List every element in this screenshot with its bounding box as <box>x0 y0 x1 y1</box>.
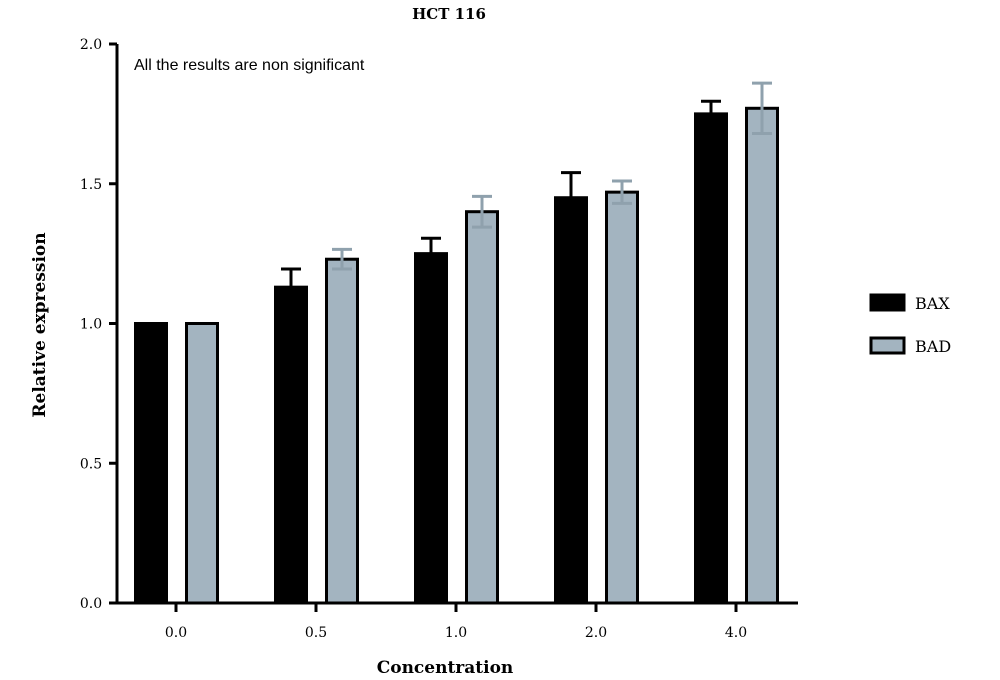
error-bar-bax <box>701 99 721 128</box>
bar-bad <box>465 210 499 605</box>
legend-label-bax: BAX <box>915 294 950 313</box>
error-bar-bad <box>612 179 632 205</box>
y-tick-label: 0.0 <box>80 596 102 612</box>
error-bar-bad <box>332 247 352 271</box>
bar-bax <box>694 112 728 605</box>
y-tick-label: 2.0 <box>80 37 102 53</box>
x-tick-label: 0.5 <box>305 625 327 641</box>
bar-bax <box>414 252 448 605</box>
x-tick-label: 1.0 <box>445 625 467 641</box>
x-tick-label: 2.0 <box>585 625 607 641</box>
legend-swatch-bax <box>869 293 906 312</box>
bar-bad <box>185 322 219 605</box>
error-bar-bax <box>421 236 441 271</box>
legend-swatch-bad <box>869 336 906 355</box>
error-bar-bax <box>281 267 301 307</box>
error-bar-bad <box>472 194 492 229</box>
bar-bax <box>134 322 168 605</box>
y-tick-label: 1.0 <box>80 317 102 333</box>
bar-bad <box>605 190 639 605</box>
legend: BAX BAD <box>869 293 951 356</box>
bar-bad <box>745 106 779 605</box>
chart-title: HCT 116 <box>412 5 486 23</box>
bar-bax <box>274 285 308 605</box>
x-axis-label: Concentration <box>377 658 514 678</box>
x-tick-label: 0.0 <box>165 625 187 641</box>
chart-annotation: All the results are non significant <box>134 57 365 74</box>
y-tick-label: 0.5 <box>80 456 102 472</box>
bar-bad <box>325 257 359 605</box>
x-tick-label: 4.0 <box>725 625 747 641</box>
y-axis-label: Relative expression <box>30 232 50 417</box>
y-tick-label: 1.5 <box>80 177 102 193</box>
plot-area: 0.0 0.5 1.0 1.5 2.0 0.0 0.5 1.0 2.0 4.0 <box>80 37 798 641</box>
error-bar-bax <box>561 171 581 225</box>
legend-label-bad: BAD <box>915 337 951 356</box>
bar-bax <box>554 196 588 605</box>
error-bar-bad <box>752 81 772 135</box>
